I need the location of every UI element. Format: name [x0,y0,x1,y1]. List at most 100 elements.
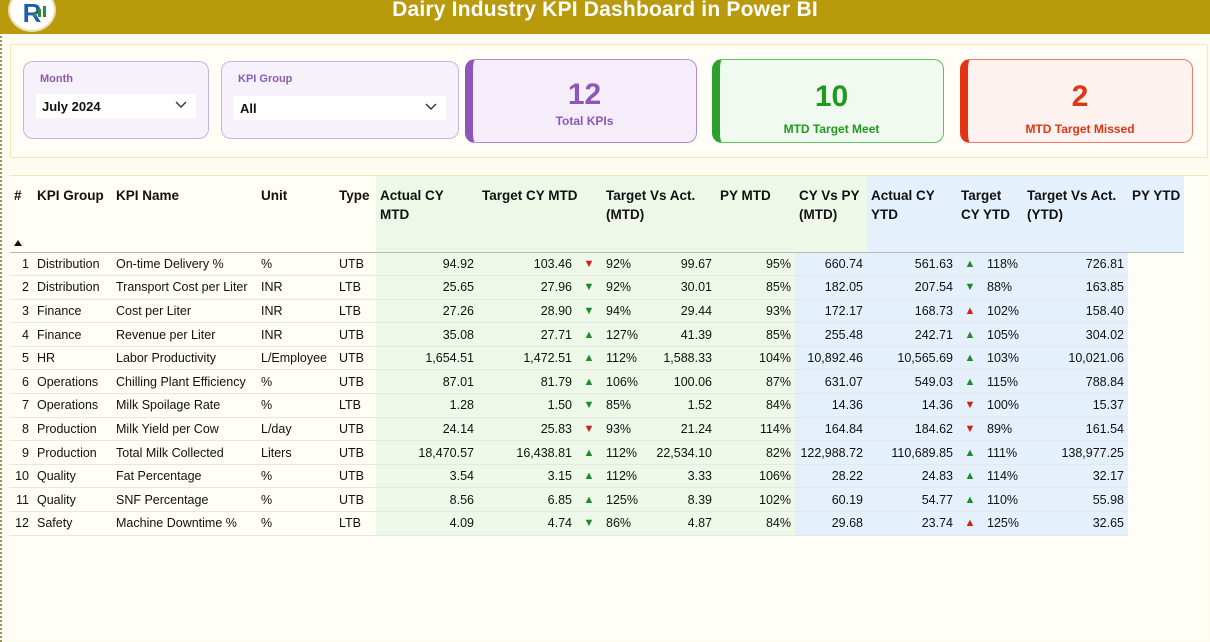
row-actual-cy-ytd: 255.48 [795,322,867,347]
table-row[interactable]: 9 Production Total Milk Collected Liters UTB… [10,440,1184,465]
row-py-mtd: 8.39 [650,487,716,513]
table-row[interactable]: 12 Safety Machine Downtime %% LTB 4.09 4.74 ▼ 8… [10,511,1184,536]
row-target-vs-act-mtd: 92% [602,275,650,300]
mtd-target-meet-label: MTD Target Meet [783,122,880,136]
row-unit: % [257,393,335,418]
row-unit: % [257,511,335,536]
row-target-cy-ytd: 207.54 [867,275,957,300]
triangle-up-icon: ▲ [576,440,602,465]
triangle-down-icon: ▼ [576,417,602,442]
row-py-mtd: 41.39 [650,322,716,347]
row-actual-cy-mtd: 35.08 [376,322,478,347]
triangle-down-icon: ▼ [957,275,983,300]
row-target-vs-act-ytd: 100% [983,393,1023,418]
col-header-cy-vs-py-mtd[interactable]: CY Vs PY (MTD) [795,176,867,253]
row-kpi-name: Revenue per Liter [112,322,257,347]
table-row[interactable]: 3 Finance Cost per Liter INR LTB 27.26 28.90 ▼ 9… [10,299,1184,324]
row-type: UTB [335,346,376,371]
row-py-ytd: 304.02 [1023,322,1128,347]
kpi-group-slicer-label: KPI Group [238,73,293,85]
row-type: LTB [335,275,376,300]
row-type: UTB [335,369,376,395]
triangle-down-icon: ▼ [576,393,602,418]
col-header-py-ytd[interactable]: PY YTD [1128,176,1185,253]
table-row[interactable]: 10 Quality Fat Percentage% UTB 3.54 3.15 ▲ 112%… [10,464,1184,489]
col-header-kpi-name[interactable]: KPI Name [112,176,257,253]
col-header-target-cy-mtd[interactable]: Target CY MTD [478,176,602,253]
table-row[interactable]: 6 Operations Chilling Plant Efficiency% UTB… [10,369,1184,395]
row-target-cy-mtd: 16,438.81 [478,440,576,465]
row-index: 3 [10,299,33,324]
kpi-table: # KPI Group KPI Name Unit Type Actual CY… [10,176,1185,536]
row-target-cy-ytd: 184.62 [867,417,957,442]
row-index: 7 [10,393,33,418]
triangle-up-icon: ▲ [957,252,983,277]
col-header-kpi-group[interactable]: KPI Group [33,176,112,253]
row-cy-vs-py-mtd: 82% [716,440,795,465]
col-header-actual-cy-mtd[interactable]: Actual CY MTD [376,176,478,253]
row-target-vs-act-mtd: 112% [602,464,650,489]
row-kpi-name: On-time Delivery % [112,252,257,277]
row-target-cy-mtd: 1.50 [478,393,576,418]
col-header-target-vs-act-mtd[interactable]: Target Vs Act. (MTD) [602,176,716,253]
table-row[interactable]: 2 Distribution Transport Cost per Liter INR… [10,275,1184,300]
row-actual-cy-mtd: 94.92 [376,252,478,277]
row-cy-vs-py-mtd: 106% [716,464,795,489]
page-title: Dairy Industry KPI Dashboard in Power BI [392,0,818,21]
row-actual-cy-ytd: 660.74 [795,252,867,277]
row-actual-cy-ytd: 29.68 [795,511,867,536]
table-row[interactable]: 7 Operations Milk Spoilage Rate% LTB 1.28 1.5… [10,393,1184,418]
row-type: UTB [335,464,376,489]
row-py-ytd: 32.17 [1023,464,1128,489]
table-row[interactable]: 11 Quality SNF Percentage% UTB 8.56 6.85 ▲ 125%… [10,487,1184,513]
row-index: 8 [10,417,33,442]
col-header-target-vs-act-ytd[interactable]: Target Vs Act. (YTD) [1023,176,1128,253]
row-cy-vs-py-mtd: 93% [716,299,795,324]
row-kpi-name: Milk Spoilage Rate [112,393,257,418]
row-unit: % [257,252,335,277]
row-unit: L/Employee [257,346,335,371]
row-target-cy-mtd: 3.15 [478,464,576,489]
chevron-down-icon [175,101,187,108]
row-actual-cy-ytd: 60.19 [795,487,867,513]
table-row[interactable]: 1 Distribution On-time Delivery %% UTB 94.92… [10,252,1184,277]
row-actual-cy-mtd: 3.54 [376,464,478,489]
row-target-vs-act-ytd: 102% [983,299,1023,324]
row-target-vs-act-ytd: 114% [983,464,1023,489]
table-row[interactable]: 8 Production Milk Yield per Cow L/day UTB 24.… [10,417,1184,442]
kpi-group-dropdown[interactable]: All [234,96,446,120]
row-unit: INR [257,299,335,324]
triangle-up-icon: ▲ [576,369,602,395]
row-kpi-name: Machine Downtime % [112,511,257,536]
row-index: 12 [10,511,33,536]
row-py-mtd: 100.06 [650,369,716,395]
col-header-type[interactable]: Type [335,176,376,253]
row-index: 2 [10,275,33,300]
row-actual-cy-mtd: 8.56 [376,487,478,513]
row-type: UTB [335,252,376,277]
row-py-ytd: 32.65 [1023,511,1128,536]
row-type: UTB [335,487,376,513]
col-header-target-cy-ytd[interactable]: Target CY YTD [957,176,1023,253]
row-target-vs-act-mtd: 85% [602,393,650,418]
row-target-cy-ytd: 549.03 [867,369,957,395]
col-header-unit[interactable]: Unit [257,176,335,253]
row-target-cy-mtd: 1,472.51 [478,346,576,371]
triangle-up-icon: ▲ [957,511,983,536]
row-index: 11 [10,487,33,513]
row-target-vs-act-mtd: 127% [602,322,650,347]
col-header-actual-cy-ytd[interactable]: Actual CY YTD [867,176,957,253]
row-kpi-group: Production [33,440,112,465]
col-header-index[interactable]: # [10,176,33,253]
triangle-down-icon: ▼ [576,275,602,300]
row-target-cy-mtd: 27.71 [478,322,576,347]
row-index: 9 [10,440,33,465]
row-cy-vs-py-mtd: 95% [716,252,795,277]
month-slicer-label: Month [40,73,73,85]
row-actual-cy-ytd: 631.07 [795,369,867,395]
table-row[interactable]: 5 HR Labor Productivity L/Employee UTB 1,654.… [10,346,1184,371]
month-slicer: Month July 2024 [23,61,209,139]
table-row[interactable]: 4 Finance Revenue per Liter INR UTB 35.08 27.7… [10,322,1184,347]
col-header-py-mtd[interactable]: PY MTD [716,176,795,253]
month-dropdown[interactable]: July 2024 [36,94,196,118]
